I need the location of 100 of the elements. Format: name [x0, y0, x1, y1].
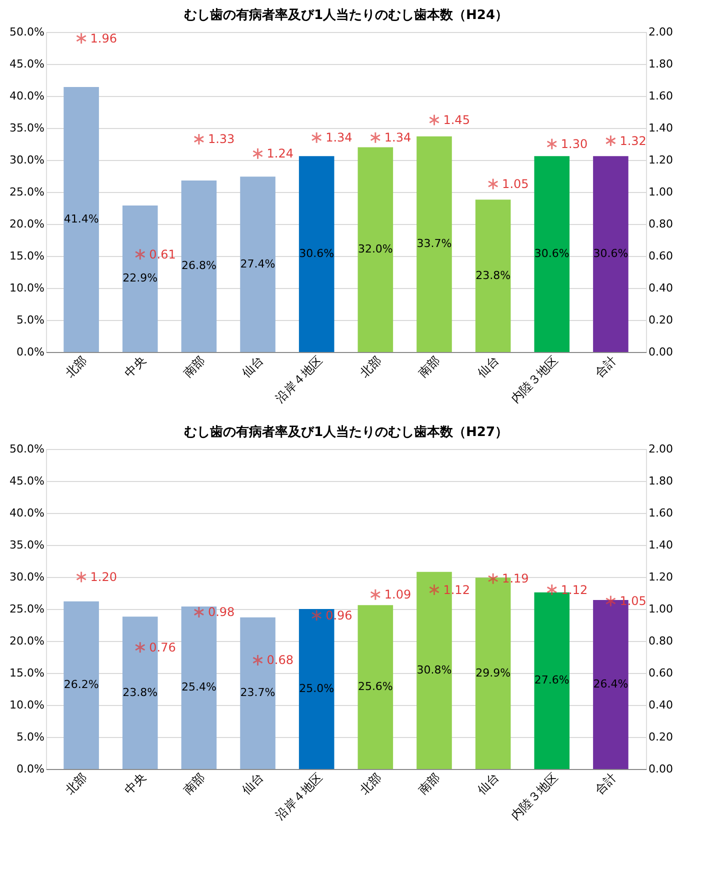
chart-title: むし歯の有病者率及び1人当たりのむし歯本数（H27） — [184, 424, 508, 440]
point — [311, 132, 322, 144]
x-tick-label: 南部 — [180, 770, 208, 797]
y2-tick-label: 2.00 — [648, 442, 673, 456]
y2-tick-label: 0.00 — [648, 762, 673, 776]
x-tick-label: 南部 — [416, 770, 443, 797]
y2-tick-label: 0.80 — [648, 634, 673, 648]
x-tick-label: 北部 — [62, 770, 90, 797]
data-label: 1.34 — [384, 130, 412, 145]
point — [488, 178, 498, 190]
point — [194, 133, 204, 146]
point — [134, 248, 146, 260]
bar — [358, 147, 394, 352]
x-tick-label: 南部 — [416, 353, 443, 380]
y2-tick-label: 0.80 — [648, 218, 673, 230]
x-tick-label: 中央 — [122, 770, 149, 797]
data-label: 1.24 — [266, 146, 294, 161]
x-tick-label: 北部 — [357, 770, 384, 797]
data-label: 1.19 — [502, 572, 529, 586]
y-tick-label: 20.0% — [10, 634, 44, 648]
data-label: 1.96 — [90, 31, 118, 46]
bar — [416, 136, 452, 352]
data-label: 1.34 — [326, 130, 352, 145]
y2-tick-label: 0.20 — [648, 730, 673, 744]
data-label: 30.6% — [534, 247, 570, 260]
y2-tick-label: 0.40 — [648, 282, 673, 294]
y-tick-label: 15.0% — [10, 666, 44, 680]
point — [370, 132, 381, 144]
data-label: 33.7% — [416, 237, 452, 250]
data-label: 0.61 — [149, 247, 176, 262]
y2-tick-label: 1.40 — [648, 538, 673, 552]
data-label: 1.12 — [560, 582, 588, 597]
y-tick-label: 25.0% — [10, 186, 44, 198]
y2-tick-label: 2.00 — [648, 26, 673, 38]
y2-tick-label: 1.20 — [648, 570, 673, 584]
bar — [298, 156, 334, 352]
data-label: 0.98 — [208, 605, 235, 620]
y2-tick-label: 0.00 — [648, 346, 673, 358]
y-tick-label: 5.0% — [16, 730, 44, 744]
x-tick-label: 中央 — [122, 353, 149, 380]
data-label: 1.05 — [620, 594, 646, 608]
point — [194, 606, 204, 618]
data-label: 30.6% — [299, 247, 334, 260]
y-tick-label: 30.0% — [10, 154, 44, 166]
data-label: 23.7% — [240, 686, 276, 700]
point — [311, 609, 322, 622]
x-tick-label: 北部 — [62, 353, 90, 380]
x-tick-label: 仙台 — [239, 353, 266, 380]
y-tick-label: 35.0% — [10, 122, 44, 134]
point — [370, 588, 381, 601]
bar — [240, 176, 276, 352]
data-label: 1.32 — [620, 134, 646, 148]
data-label: 29.9% — [476, 666, 511, 680]
y2-tick-label: 1.80 — [648, 474, 673, 488]
bar — [358, 605, 394, 769]
data-label: 30.6% — [593, 247, 628, 260]
y-tick-label: 25.0% — [10, 602, 44, 616]
y2-tick-label: 1.80 — [648, 58, 673, 70]
data-label: 22.9% — [122, 272, 158, 285]
y2-tick-label: 1.60 — [648, 90, 673, 102]
data-label: 1.45 — [443, 113, 470, 127]
point — [76, 32, 87, 44]
y2-tick-label: 1.00 — [648, 602, 673, 616]
bar — [534, 156, 570, 352]
bar — [64, 87, 99, 352]
y-tick-label: 50.0% — [10, 26, 44, 38]
y2-tick-label: 1.60 — [648, 506, 673, 520]
y-tick-label: 40.0% — [10, 506, 44, 520]
y-tick-label: 15.0% — [10, 250, 44, 262]
data-label: 1.09 — [384, 588, 412, 602]
y2-tick-label: 0.20 — [648, 314, 673, 326]
x-tick-label: 内陸３地区 — [508, 353, 560, 406]
x-tick-label: 仙台 — [474, 353, 502, 380]
bar — [593, 156, 628, 352]
data-label: 25.6% — [358, 680, 393, 694]
y2-tick-label: 1.00 — [648, 186, 673, 198]
point — [252, 654, 264, 666]
y2-tick-label: 1.40 — [648, 122, 673, 134]
point — [134, 641, 146, 654]
bar — [475, 200, 511, 352]
data-label: 23.8% — [122, 686, 158, 699]
x-tick-label: 仙台 — [474, 770, 502, 797]
data-label: 27.6% — [534, 674, 570, 687]
data-label: 1.20 — [90, 570, 118, 584]
y-tick-label: 50.0% — [10, 442, 44, 456]
point — [428, 584, 440, 596]
y-tick-label: 5.0% — [16, 314, 44, 326]
y-tick-label: 10.0% — [10, 282, 44, 294]
data-label: 30.8% — [416, 663, 452, 676]
data-label: 26.2% — [64, 678, 99, 692]
point — [605, 595, 616, 607]
data-label: 1.33 — [208, 132, 235, 146]
data-label: 26.8% — [181, 259, 216, 272]
data-label: 0.76 — [149, 640, 176, 654]
data-label: 41.4% — [64, 212, 99, 226]
x-tick-label: 仙台 — [239, 770, 266, 797]
data-label: 26.4% — [593, 678, 628, 691]
data-label: 1.05 — [502, 177, 529, 191]
x-tick-label: 内陸３地区 — [508, 770, 560, 822]
x-tick-label: 沿岸４地区 — [272, 770, 326, 822]
